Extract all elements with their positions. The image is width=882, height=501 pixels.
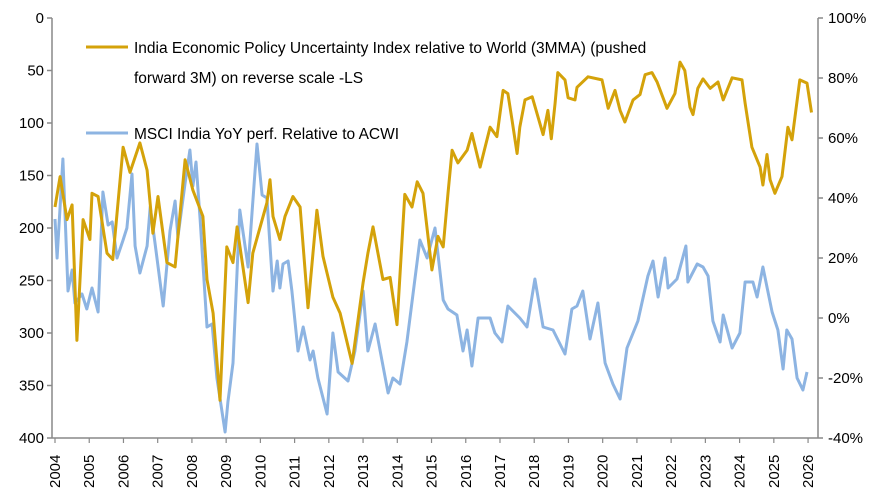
x-tick-label: 2009	[218, 455, 235, 488]
x-tick-label: 2021	[629, 455, 646, 488]
x-tick-label: 2018	[526, 455, 543, 488]
legend-label-epu-line1: India Economic Policy Uncertainty Index …	[134, 40, 646, 57]
left-tick-label: 0	[36, 10, 44, 27]
x-tick-label: 2017	[492, 455, 509, 488]
x-tick-label: 2014	[389, 455, 406, 488]
series-line-msci-india-relative	[53, 142, 809, 434]
series-line-epu-index	[53, 60, 813, 402]
legend: India Economic Policy Uncertainty Index …	[86, 40, 646, 143]
x-tick-label: 2005	[81, 455, 98, 488]
left-tick-label: 50	[27, 63, 44, 80]
right-tick-label: 20%	[828, 250, 858, 267]
x-tick-label: 2011	[287, 456, 304, 488]
right-tick-label: 100%	[828, 10, 866, 27]
x-tick-label: 2022	[663, 455, 680, 488]
right-tick-label: -20%	[828, 370, 863, 387]
x-tick-label: 2010	[252, 455, 269, 488]
right-tick-label: 60%	[828, 130, 858, 147]
left-tick-label: 300	[19, 325, 44, 342]
series-lines	[53, 60, 813, 434]
x-tick-label: 2026	[800, 455, 817, 488]
x-tick-label: 2016	[458, 455, 475, 488]
right-tick-label: 40%	[828, 190, 858, 207]
left-tick-label: 200	[19, 220, 44, 237]
x-tick-label: 2019	[560, 455, 577, 488]
right-tick-label: 80%	[828, 70, 858, 87]
x-tick-label: 2007	[150, 455, 167, 488]
x-tick-label: 2012	[321, 455, 338, 488]
left-tick-label: 250	[19, 273, 44, 290]
left-tick-label: 150	[19, 168, 44, 185]
x-tick-label: 2008	[184, 455, 201, 488]
axes: 0 50 100 150 200 250 300 350 400 100% 80% 60% 40% 20%…	[19, 10, 866, 488]
left-tick-label: 100	[19, 115, 44, 132]
x-tick-label: 2020	[595, 455, 612, 488]
left-tick-label: 350	[19, 378, 44, 395]
x-tick-label: 2015	[424, 455, 441, 488]
x-tick-label: 2004	[47, 455, 64, 488]
left-tick-label: 400	[19, 430, 44, 447]
x-tick-label: 2006	[115, 455, 132, 488]
x-tick-label: 2024	[732, 455, 749, 488]
legend-label-epu-line2: forward 3M) on reverse scale -LS	[134, 70, 363, 87]
right-tick-label: 0%	[828, 310, 850, 327]
legend-label-msci: MSCI India YoY perf. Relative to ACWI	[134, 126, 399, 143]
x-tick-label: 2023	[697, 455, 714, 488]
x-tick-label: 2013	[355, 455, 372, 488]
right-tick-label: -40%	[828, 430, 863, 447]
x-tick-label: 2025	[766, 455, 783, 488]
